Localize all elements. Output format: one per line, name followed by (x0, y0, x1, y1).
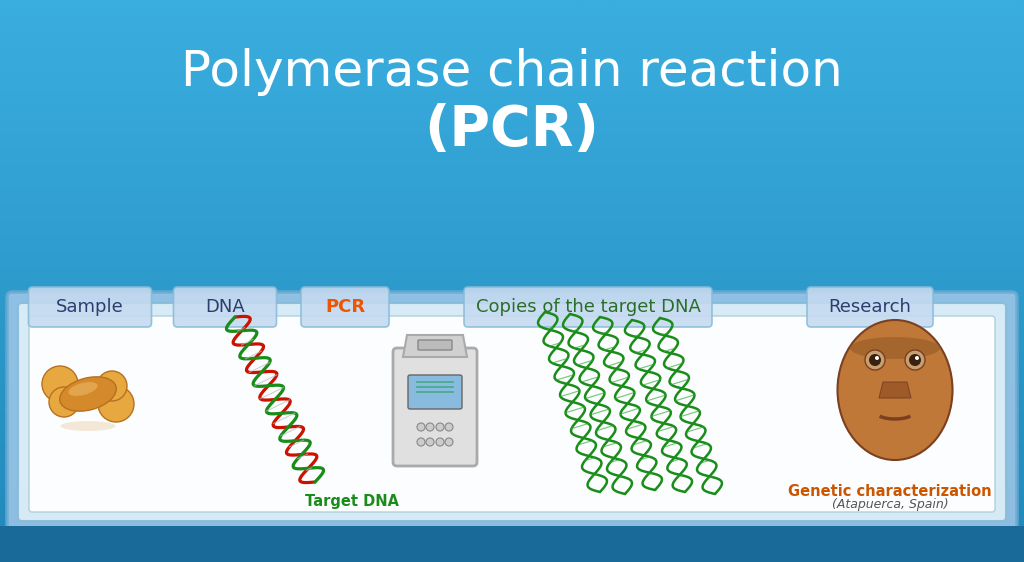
FancyBboxPatch shape (29, 287, 152, 327)
Circle shape (426, 423, 434, 431)
Circle shape (436, 438, 444, 446)
FancyBboxPatch shape (408, 375, 462, 409)
Text: (PCR): (PCR) (425, 103, 599, 157)
Circle shape (417, 438, 425, 446)
FancyBboxPatch shape (301, 287, 389, 327)
Circle shape (49, 387, 79, 417)
Circle shape (865, 350, 885, 370)
FancyBboxPatch shape (807, 287, 933, 327)
Ellipse shape (59, 377, 117, 411)
Text: DNA: DNA (205, 298, 245, 316)
Circle shape (445, 438, 453, 446)
Circle shape (869, 354, 881, 366)
Circle shape (436, 423, 444, 431)
FancyBboxPatch shape (173, 287, 276, 327)
Text: Copies of the target DNA: Copies of the target DNA (475, 298, 700, 316)
Ellipse shape (838, 320, 952, 460)
FancyBboxPatch shape (7, 292, 1017, 532)
FancyBboxPatch shape (29, 316, 995, 512)
Circle shape (417, 423, 425, 431)
Circle shape (445, 423, 453, 431)
Circle shape (42, 366, 78, 402)
Circle shape (426, 438, 434, 446)
Ellipse shape (850, 337, 940, 359)
Text: Genetic characterization: Genetic characterization (788, 484, 992, 499)
Ellipse shape (865, 427, 925, 449)
FancyBboxPatch shape (393, 348, 477, 466)
Text: (Atapuerca, Spain): (Atapuerca, Spain) (831, 498, 948, 511)
Ellipse shape (60, 421, 116, 431)
Circle shape (905, 350, 925, 370)
Text: Sample: Sample (56, 298, 124, 316)
Ellipse shape (69, 382, 97, 396)
FancyBboxPatch shape (18, 303, 1006, 521)
Circle shape (915, 356, 919, 360)
Circle shape (909, 354, 921, 366)
Circle shape (98, 386, 134, 422)
Circle shape (97, 371, 127, 401)
Circle shape (874, 356, 879, 360)
Text: Research: Research (828, 298, 911, 316)
Text: PCR: PCR (325, 298, 366, 316)
Polygon shape (403, 335, 467, 357)
FancyBboxPatch shape (464, 287, 712, 327)
Polygon shape (879, 382, 911, 398)
Text: Target DNA: Target DNA (305, 494, 399, 509)
Text: Polymerase chain reaction: Polymerase chain reaction (181, 48, 843, 96)
FancyBboxPatch shape (0, 526, 1024, 562)
FancyBboxPatch shape (418, 340, 452, 350)
